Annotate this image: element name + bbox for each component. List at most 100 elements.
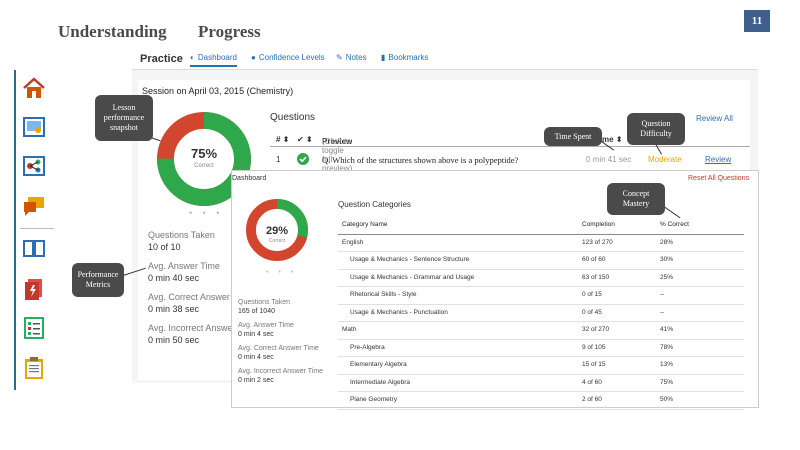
category-percent: 28% — [660, 238, 674, 246]
bookmark-icon: ▮ — [381, 53, 386, 62]
stat-value: 0 min 40 sec — [148, 273, 200, 283]
col-completion-header[interactable]: Completion — [582, 221, 615, 228]
category-completion: 9 of 105 — [582, 343, 606, 351]
category-row[interactable]: Math 32 of 270 41% — [338, 322, 744, 340]
top-navigation: Practice ◐ Dashboard ● Confidence Levels ✎… — [132, 48, 758, 70]
category-completion: 2 of 60 — [582, 396, 602, 403]
slide-title-right: Progress — [198, 22, 261, 41]
session-title: Session on April 03, 2015 (Chemistry) — [142, 86, 294, 96]
stat-value: 0 min 4 sec — [238, 331, 274, 338]
confidence-icon: ● — [251, 53, 256, 62]
dashboard-panel: Dashboard Reset All Questions 29% Correc… — [231, 170, 759, 410]
category-completion: 0 of 15 — [582, 291, 602, 298]
category-name: Rhetorical Skills - Style — [350, 291, 417, 298]
home-icon[interactable] — [22, 76, 46, 100]
table-header-row: Category Name Completion % Correct — [338, 217, 744, 235]
col-time-header[interactable]: me ⬍ — [602, 135, 623, 144]
stat-label: Avg. Incorrect Answer Time — [238, 368, 324, 375]
col-category-header[interactable]: Category Name — [342, 221, 388, 228]
subcategory-row[interactable]: Usage & Mechanics - Punctuation 0 of 45 -- — [338, 305, 744, 322]
preview-toggle-hint[interactable]: (Click to toggle full preview) — [322, 137, 353, 173]
category-completion: 60 of 60 — [582, 256, 606, 263]
subcategory-row[interactable]: Pre-Algebra 9 of 105 78% — [338, 340, 744, 357]
pencil-icon: ✎ — [336, 53, 343, 62]
category-name: Usage & Mechanics - Punctuation — [350, 308, 448, 316]
category-name: Elementary Algebra — [350, 361, 407, 368]
subcategory-row[interactable]: Usage & Mechanics - Sentence Structure 60… — [338, 252, 744, 270]
stat-label: Avg. Correct Answer Time — [238, 345, 319, 352]
category-percent: -- — [660, 291, 665, 298]
overall-donut-label: Correct — [268, 238, 286, 244]
flashcard-icon[interactable] — [22, 277, 46, 301]
question-review-link[interactable]: Review — [705, 155, 732, 164]
tab-confidence-label: Confidence Levels — [258, 53, 325, 62]
category-percent: 41% — [660, 326, 674, 333]
session-donut-percent: 75% — [190, 146, 218, 161]
callout-time-spent: Time Spent — [544, 127, 602, 146]
clipboard-icon[interactable] — [22, 356, 46, 380]
carousel-dots[interactable]: • • • — [266, 269, 298, 276]
category-percent: 25% — [660, 273, 674, 281]
tab-notes[interactable]: ✎ Notes — [336, 53, 367, 62]
question-row[interactable]: 1 Q. Which of the structures shown above… — [270, 152, 750, 168]
dashboard-icon: ◐ — [190, 53, 195, 62]
subcategory-row[interactable]: Elementary Algebra 15 of 15 13% — [338, 357, 744, 375]
category-percent: 75% — [660, 378, 674, 386]
checklist-icon[interactable] — [22, 316, 46, 340]
stat-value: 10 of 10 — [148, 242, 181, 252]
stat-value: 0 min 50 sec — [148, 335, 200, 345]
rail-divider — [20, 228, 54, 229]
overall-donut-percent: 29% — [265, 225, 289, 237]
category-name: Pre-Algebra — [350, 343, 385, 351]
chat-bubbles-icon[interactable] — [22, 194, 46, 218]
subcategory-row[interactable]: Usage & Mechanics - Grammar and Usage 63 … — [338, 270, 744, 287]
icon-rail — [14, 70, 56, 390]
callout-lesson-snapshot: Lesson performance snapshot — [95, 95, 153, 141]
tab-dashboard-label: Dashboard — [197, 53, 237, 62]
question-time: 0 min 41 sec — [586, 155, 632, 164]
session-donut-label: Correct — [194, 163, 214, 169]
subcategory-row[interactable]: Intermediate Algebra 4 of 60 75% — [338, 375, 744, 392]
stat-label: Questions Taken — [148, 230, 215, 240]
category-completion: 32 of 270 — [582, 326, 610, 333]
category-row[interactable]: English 123 of 270 28% — [338, 234, 744, 252]
practice-label: Practice — [140, 53, 183, 65]
category-percent: 13% — [660, 361, 674, 368]
carousel-dots[interactable]: • • • — [189, 208, 224, 218]
subcategory-row[interactable]: Plane Geometry 2 of 60 50% — [338, 392, 744, 410]
question-difficulty: Moderate — [648, 155, 682, 164]
overall-donut-chart — [246, 199, 308, 261]
callout-concept-mastery: Concept Mastery — [607, 183, 665, 215]
tab-dashboard[interactable]: ◐ Dashboard — [190, 53, 237, 67]
correct-segment — [246, 199, 308, 261]
book-icon[interactable] — [22, 236, 46, 260]
col-percent-correct-header[interactable]: % Correct — [660, 221, 689, 228]
question-preview[interactable]: Q. Which of the structures shown above i… — [322, 155, 519, 165]
stat-label: Avg. Answer Time — [238, 322, 294, 329]
category-name: Math — [342, 326, 357, 333]
tab-notes-label: Notes — [345, 53, 367, 62]
correct-check-icon — [297, 153, 309, 167]
col-check-header[interactable]: ✔ ⬍ — [297, 135, 313, 144]
page-number-badge: 11 — [744, 10, 770, 32]
category-completion: 123 of 270 — [582, 238, 613, 246]
question-categories-table: Category Name Completion % Correct Engli… — [338, 217, 744, 410]
stat-value: 0 min 4 sec — [238, 354, 274, 361]
review-all-link[interactable]: Review All — [696, 114, 733, 123]
correct-segment — [157, 112, 251, 206]
stat-value: 0 min 38 sec — [148, 304, 200, 314]
session-stats: Questions Taken 10 of 10 Avg. Answer Tim… — [148, 230, 243, 354]
tab-bookmarks[interactable]: ▮ Bookmarks — [381, 53, 428, 62]
stat-value: 0 min 2 sec — [238, 377, 274, 384]
subcategory-row[interactable]: Rhetorical Skills - Style 0 of 15 -- — [338, 287, 744, 305]
category-completion: 15 of 15 — [582, 361, 606, 368]
molecule-icon[interactable] — [22, 154, 46, 178]
slide-show-icon[interactable] — [22, 115, 46, 139]
col-number-header[interactable]: # ⬍ — [276, 135, 290, 144]
reset-all-questions-link[interactable]: Reset All Questions — [688, 175, 750, 182]
category-name: Plane Geometry — [350, 396, 397, 403]
tab-confidence-levels[interactable]: ● Confidence Levels — [251, 53, 325, 62]
stat-label: Questions Taken — [238, 299, 291, 306]
preview-header-label: Preview — [322, 137, 353, 146]
category-name: Usage & Mechanics - Sentence Structure — [350, 256, 470, 263]
